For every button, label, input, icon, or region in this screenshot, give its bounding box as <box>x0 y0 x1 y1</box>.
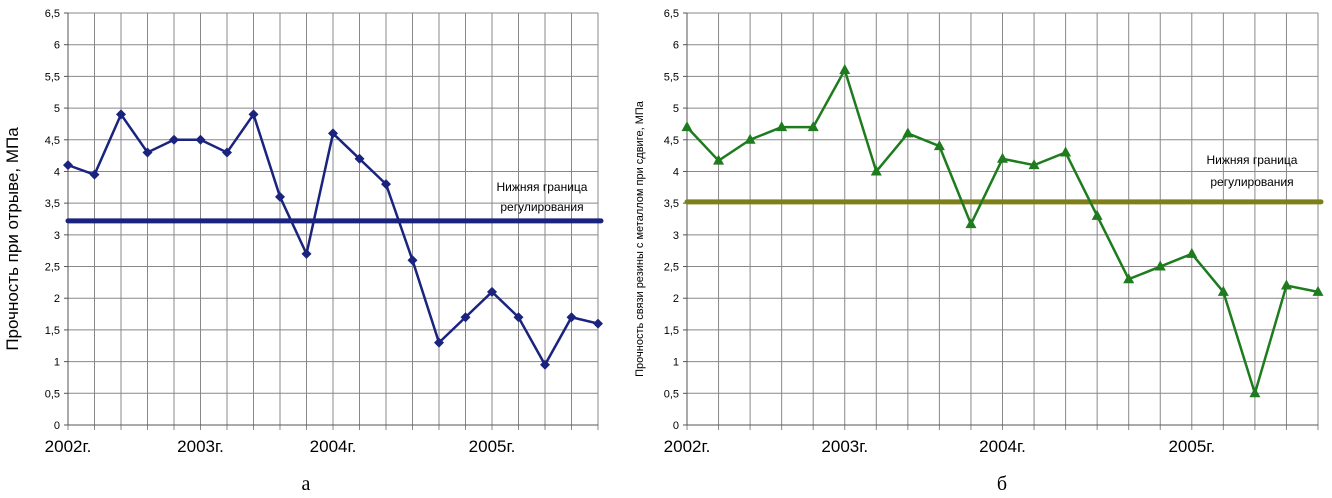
data-point <box>301 248 312 259</box>
y-tick-label: 4,5 <box>45 135 60 147</box>
y-tick-label: 3,5 <box>45 198 60 210</box>
data-point <box>1186 247 1198 258</box>
y-tick-label: 0 <box>673 420 679 432</box>
data-point <box>434 337 444 348</box>
data-point <box>540 359 550 370</box>
y-tick-label: 5 <box>673 103 679 115</box>
data-point <box>839 64 851 75</box>
data-point <box>1280 279 1292 290</box>
y-tick-label: 6 <box>54 40 60 52</box>
data-point <box>1312 285 1324 296</box>
data-point <box>1123 273 1135 284</box>
data-point <box>593 318 603 329</box>
limit-label-line1: Нижняя граница <box>497 180 588 194</box>
data-point <box>1028 159 1040 170</box>
data-point <box>195 134 206 145</box>
data-point <box>116 109 126 120</box>
x-year-label: 2002г. <box>45 437 92 456</box>
data-point <box>222 147 232 158</box>
data-point <box>275 191 285 202</box>
x-year-label: 2005г. <box>469 437 516 456</box>
data-point <box>487 286 497 297</box>
chart-caption: б <box>997 473 1007 495</box>
y-tick-label: 0 <box>54 420 60 432</box>
data-point <box>142 147 153 158</box>
y-tick-label: 5,5 <box>45 71 60 83</box>
y-tick-label: 1,5 <box>45 325 60 337</box>
y-tick-label: 6 <box>673 40 679 52</box>
data-point <box>566 312 577 323</box>
y-tick-label: 2,5 <box>664 262 679 274</box>
y-tick-label: 5,5 <box>664 71 679 83</box>
data-point <box>328 128 338 139</box>
y-tick-label: 2,5 <box>45 262 60 274</box>
y-axis-title: Прочность связи резины с металлом при сд… <box>634 100 646 377</box>
chart-a: 0 0,5 1 1,5 2 2,5 3 3,5 4 4,5 5 5,5 6 6,5 2002г. 2003г.… <box>3 8 604 495</box>
y-tick-label: 1 <box>54 357 60 369</box>
y-tick-label: 3 <box>673 230 679 242</box>
y-axis-title: Прочность при отрыве, МПа <box>3 127 22 351</box>
data-point <box>354 153 365 164</box>
data-point <box>681 121 693 132</box>
data-point <box>63 160 73 171</box>
data-point <box>513 312 524 323</box>
limit-label-line1: Нижняя граница <box>1207 153 1298 167</box>
y-tick-label: 0,5 <box>45 388 60 400</box>
data-point <box>460 312 471 323</box>
y-tick-label: 4,5 <box>664 135 679 147</box>
data-point <box>744 133 756 144</box>
limit-label-line2: регулирования <box>500 200 583 214</box>
data-point <box>870 165 882 176</box>
y-tick-label: 4 <box>673 166 679 178</box>
data-point <box>1091 209 1103 220</box>
data-point <box>1154 260 1166 271</box>
data-point <box>997 152 1008 163</box>
y-tick-label: 6,5 <box>664 8 679 20</box>
y-tick-label: 6,5 <box>45 8 60 20</box>
data-point <box>902 127 914 138</box>
data-point <box>169 134 179 145</box>
data-point <box>1249 387 1261 398</box>
y-tick-label: 4 <box>54 166 60 178</box>
data-point <box>776 121 788 132</box>
x-year-label: 2004г. <box>979 437 1026 456</box>
y-tick-label: 2 <box>673 293 679 305</box>
data-point <box>807 121 819 132</box>
chart-b: 0 0,5 1 1,5 2 2,5 3 3,5 4 4,5 5 5,5 6 6,5 2002г. 2003г.… <box>634 8 1324 495</box>
x-year-label: 2003г. <box>821 437 868 456</box>
y-tick-label: 5 <box>54 103 60 115</box>
data-point <box>381 179 391 190</box>
x-year-label: 2003г. <box>177 437 224 456</box>
x-year-label: 2002г. <box>664 437 711 456</box>
y-tick-label: 1,5 <box>664 325 679 337</box>
data-point <box>248 109 259 120</box>
data-point <box>1217 285 1229 296</box>
y-tick-label: 0,5 <box>664 388 679 400</box>
limit-label-line2: регулирования <box>1210 175 1293 189</box>
data-point <box>933 140 945 151</box>
data-point <box>965 218 977 229</box>
x-year-label: 2005г. <box>1168 437 1215 456</box>
y-tick-label: 2 <box>54 293 60 305</box>
x-year-label: 2004г. <box>310 437 357 456</box>
data-point <box>1060 146 1072 157</box>
y-tick-label: 3 <box>54 230 60 242</box>
y-tick-label: 1 <box>673 357 679 369</box>
data-point <box>89 169 100 180</box>
chart-caption: а <box>302 473 311 495</box>
data-point <box>407 255 418 266</box>
data-point <box>713 154 725 165</box>
y-tick-label: 3,5 <box>664 198 679 210</box>
